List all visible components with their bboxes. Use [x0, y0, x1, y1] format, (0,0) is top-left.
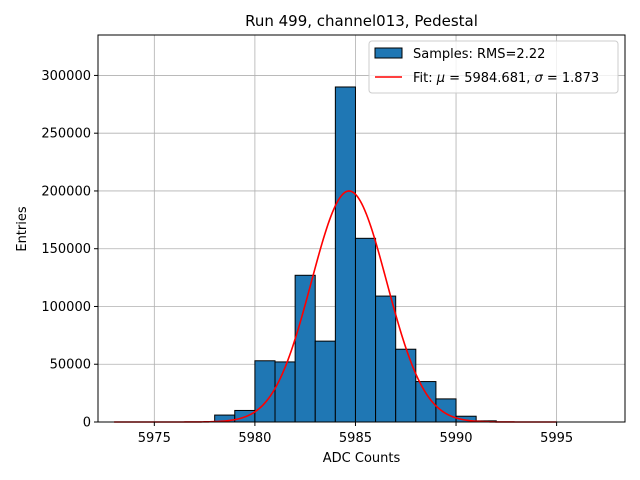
histogram-bar — [314, 340, 336, 423]
axis-ticks: 5975 5980 5985 5990 5995 0 50000 100000 150000 20… — [41, 69, 573, 446]
histogram-bars — [214, 86, 497, 423]
y-tick-label: 300000 — [41, 69, 91, 84]
x-tick-label: 5985 — [339, 431, 372, 446]
x-tick-label: 5975 — [138, 431, 171, 446]
legend-fit-sigma-value: = 1.873 — [543, 71, 599, 86]
legend-samples-swatch — [374, 47, 403, 59]
histogram-bar — [274, 361, 296, 423]
histogram-bar — [354, 237, 377, 423]
histogram-bar — [334, 86, 356, 423]
legend-fit-sigma-symbol: σ — [535, 71, 544, 86]
legend-box — [368, 40, 619, 94]
legend-fit-prefix: Fit: — [413, 71, 437, 86]
y-tick-label: 0 — [83, 416, 91, 431]
x-tick-label: 5980 — [238, 431, 271, 446]
y-tick-label: 200000 — [41, 184, 91, 199]
histogram-bar — [254, 360, 276, 423]
histogram-bar — [395, 348, 417, 423]
x-tick-label: 5990 — [439, 431, 472, 446]
legend-fit-mu-symbol: μ — [436, 71, 445, 86]
legend-fit-mu-value: = 5984.681, — [445, 71, 534, 86]
x-tick-label: 5995 — [540, 431, 573, 446]
x-axis-label: ADC Counts — [323, 451, 401, 466]
y-tick-label: 250000 — [41, 127, 91, 142]
histogram-bar — [375, 295, 397, 423]
chart-title: Run 499, channel013, Pedestal — [245, 12, 478, 30]
legend: Samples: RMS=2.22 Fit: μ = 5984.681, σ =… — [368, 40, 619, 94]
legend-samples-label: Samples: RMS=2.22 — [413, 47, 545, 62]
y-tick-label: 150000 — [41, 242, 91, 257]
y-tick-label: 50000 — [50, 358, 91, 373]
y-tick-label: 100000 — [41, 300, 91, 315]
histogram-bar — [435, 398, 457, 423]
histogram-bar — [294, 274, 316, 423]
legend-fit-label: Fit: μ = 5984.681, σ = 1.873 — [413, 71, 599, 86]
plot-frame — [97, 34, 626, 423]
y-axis-label: Entries — [15, 206, 30, 252]
